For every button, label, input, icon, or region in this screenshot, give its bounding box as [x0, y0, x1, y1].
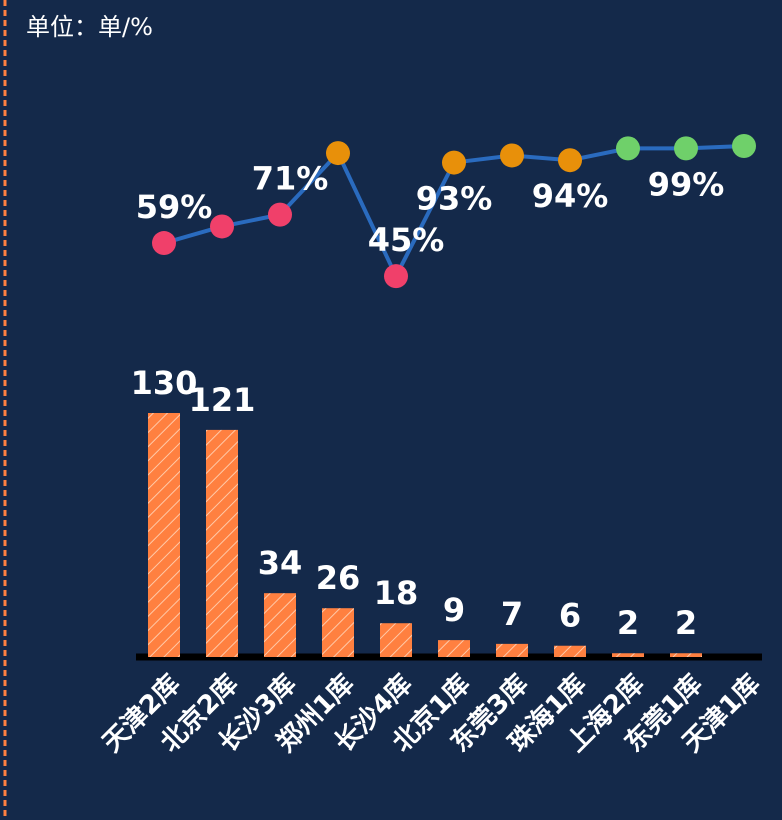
bar-label: 7 [501, 595, 523, 633]
bar [612, 653, 644, 657]
point [500, 143, 524, 168]
point [268, 202, 292, 227]
bar-label: 9 [443, 591, 465, 629]
bar-label: 18 [374, 574, 419, 612]
point [384, 264, 408, 289]
point-label: 45% [368, 221, 445, 259]
point [558, 148, 582, 173]
point [326, 141, 350, 166]
point-label: 93% [416, 180, 493, 218]
chart-title: 单位：单/% [26, 13, 153, 41]
bar-label: 2 [675, 604, 697, 642]
bar [380, 623, 412, 657]
bar [554, 645, 586, 657]
bar [206, 429, 238, 657]
bar [438, 640, 470, 657]
point-label: 94% [532, 177, 609, 215]
point [616, 136, 640, 161]
point [674, 136, 698, 161]
point [152, 231, 176, 256]
bar [148, 413, 180, 657]
bar [496, 643, 528, 657]
bar-label: 34 [258, 544, 303, 582]
bar [322, 608, 354, 657]
bar [264, 593, 296, 657]
point-label: 59% [136, 188, 213, 226]
bar [670, 653, 702, 657]
point-label: 71% [252, 160, 329, 198]
bar-label: 26 [316, 559, 361, 597]
point [210, 214, 234, 239]
bar-label: 2 [617, 604, 639, 642]
bar-label: 121 [189, 381, 256, 419]
point-label: 99% [648, 165, 725, 203]
bar-label: 130 [131, 364, 198, 402]
point [732, 134, 756, 158]
bar-label: 6 [559, 597, 581, 635]
point [442, 150, 466, 175]
